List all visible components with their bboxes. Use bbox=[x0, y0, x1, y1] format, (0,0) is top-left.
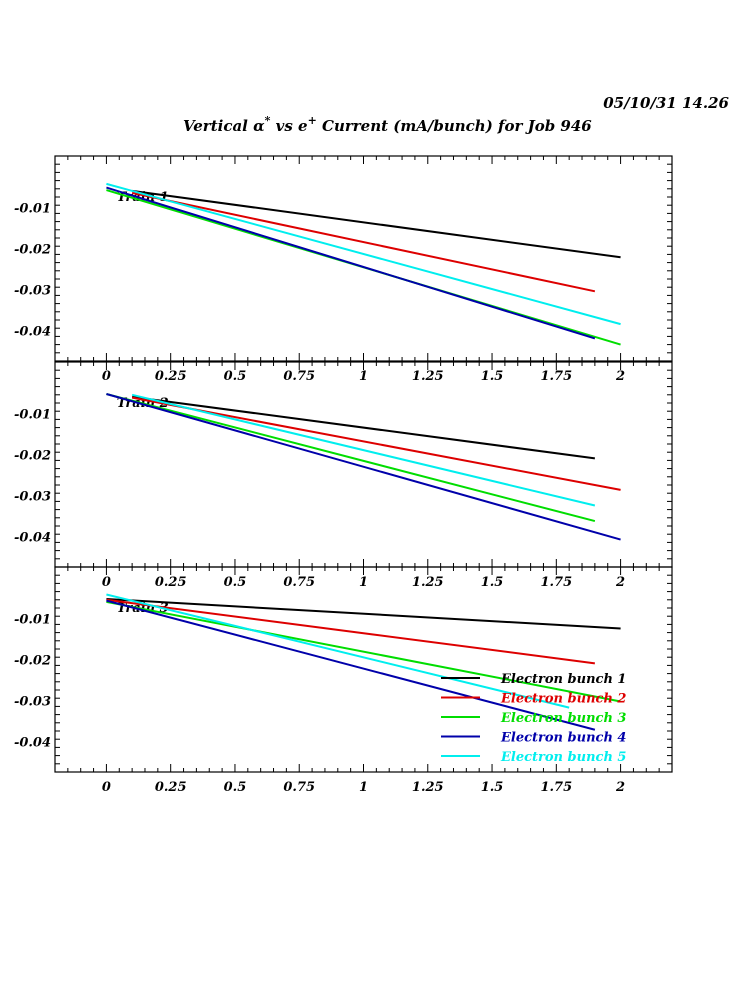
legend-label-4: Electron bunch 4 bbox=[500, 731, 626, 746]
y-tick-label: -0.04 bbox=[14, 530, 51, 545]
title-part-main: Vertical α bbox=[183, 117, 265, 135]
x-tick-label: 0 bbox=[102, 780, 111, 795]
series-line-bunch-4 bbox=[106, 393, 621, 541]
series-line-bunch-3 bbox=[106, 393, 596, 523]
series-line-bunch-4 bbox=[106, 599, 596, 731]
y-tick-label: -0.01 bbox=[14, 407, 51, 422]
x-tick-label: 0.5 bbox=[224, 369, 247, 384]
x-tick-label: 2 bbox=[615, 780, 625, 795]
datetime-stamp: 05/10/31 14.26 bbox=[603, 94, 729, 112]
x-tick-label: 0.75 bbox=[283, 575, 315, 590]
x-tick-label: 1.75 bbox=[540, 575, 572, 590]
plot-frame bbox=[54, 361, 673, 568]
x-tick-label: 1 bbox=[359, 780, 368, 795]
legend-label-2: Electron bunch 2 bbox=[500, 692, 626, 707]
x-tick-label: 0.25 bbox=[155, 575, 187, 590]
y-tick-label: -0.03 bbox=[14, 489, 51, 504]
plot-frame bbox=[54, 155, 673, 362]
title-superscript-plus: + bbox=[308, 114, 317, 127]
x-tick-label: 1 bbox=[359, 369, 368, 384]
x-tick-label: 1.25 bbox=[412, 369, 444, 384]
title-part-end: Current (mA/bunch) for Job 946 bbox=[317, 117, 592, 135]
legend-label-1: Electron bunch 1 bbox=[500, 672, 626, 687]
x-tick-label: 0.5 bbox=[224, 780, 247, 795]
panel-3: 0 0.25 0.5 0.75 1 1.25 1.5 1.75 2 -0.01 -0.02 -0.03… bbox=[14, 566, 673, 795]
series-line-bunch-2 bbox=[131, 396, 621, 491]
y-tick-label: -0.02 bbox=[14, 242, 51, 257]
series-line-bunch-3 bbox=[106, 600, 621, 703]
series-line-bunch-2 bbox=[106, 598, 596, 665]
series-line-bunch-4 bbox=[106, 186, 596, 340]
legend-label-3: Electron bunch 3 bbox=[500, 711, 626, 726]
series-line-bunch-1 bbox=[131, 395, 596, 460]
title-part-mid: vs e bbox=[270, 117, 307, 135]
x-tick-label: 1 bbox=[359, 575, 368, 590]
x-tick-label: 2 bbox=[615, 369, 625, 384]
y-tick-label: -0.03 bbox=[14, 283, 51, 298]
x-tick-label: 0 bbox=[102, 575, 111, 590]
chart-title: Vertical α* vs e+ Current (mA/bunch) for… bbox=[183, 114, 592, 135]
y-tick-label: -0.02 bbox=[14, 448, 51, 463]
series-line-bunch-2 bbox=[131, 191, 596, 293]
series-line-bunch-5 bbox=[131, 393, 596, 507]
y-tick-label: -0.01 bbox=[14, 201, 51, 216]
x-tick-label: 1.75 bbox=[540, 369, 572, 384]
y-tick-label: -0.01 bbox=[14, 612, 51, 627]
x-tick-label: 2 bbox=[615, 575, 625, 590]
x-tick-label: 0.25 bbox=[155, 369, 187, 384]
title-superscript-star: * bbox=[265, 114, 271, 127]
x-tick-label: 0.5 bbox=[224, 575, 247, 590]
panel-2: 0 0.25 0.5 0.75 1 1.25 1.5 1.75 2 -0.01 -0.02 -0.03… bbox=[14, 361, 673, 590]
x-tick-label: 0 bbox=[102, 369, 111, 384]
series-line-bunch-5 bbox=[106, 182, 621, 326]
series-line-bunch-1 bbox=[106, 597, 621, 630]
series-line-bunch-1 bbox=[131, 189, 621, 259]
legend-label-5: Electron bunch 5 bbox=[500, 750, 626, 765]
y-tick-label: -0.03 bbox=[14, 694, 51, 709]
panel-1: 0 0.25 0.5 0.75 1 1.25 1.5 1.75 2 -0.01 -0.02 -0.03… bbox=[14, 155, 673, 384]
y-tick-label: -0.04 bbox=[14, 324, 51, 339]
x-tick-label: 1.5 bbox=[481, 780, 504, 795]
x-tick-label: 0.75 bbox=[283, 780, 315, 795]
x-tick-label: 1.5 bbox=[481, 575, 504, 590]
x-tick-label: 1.25 bbox=[412, 575, 444, 590]
x-tick-label: 1.5 bbox=[481, 369, 504, 384]
x-tick-label: 0.75 bbox=[283, 369, 315, 384]
x-tick-label: 0.25 bbox=[155, 780, 187, 795]
panels-group: 0 0.25 0.5 0.75 1 1.25 1.5 1.75 2 -0.01 -0.02 -0.03… bbox=[14, 155, 673, 795]
y-tick-label: -0.02 bbox=[14, 653, 51, 668]
series-line-bunch-5 bbox=[106, 593, 570, 709]
y-tick-label: -0.04 bbox=[14, 735, 51, 750]
x-tick-label: 1.75 bbox=[540, 780, 572, 795]
x-tick-label: 1.25 bbox=[412, 780, 444, 795]
